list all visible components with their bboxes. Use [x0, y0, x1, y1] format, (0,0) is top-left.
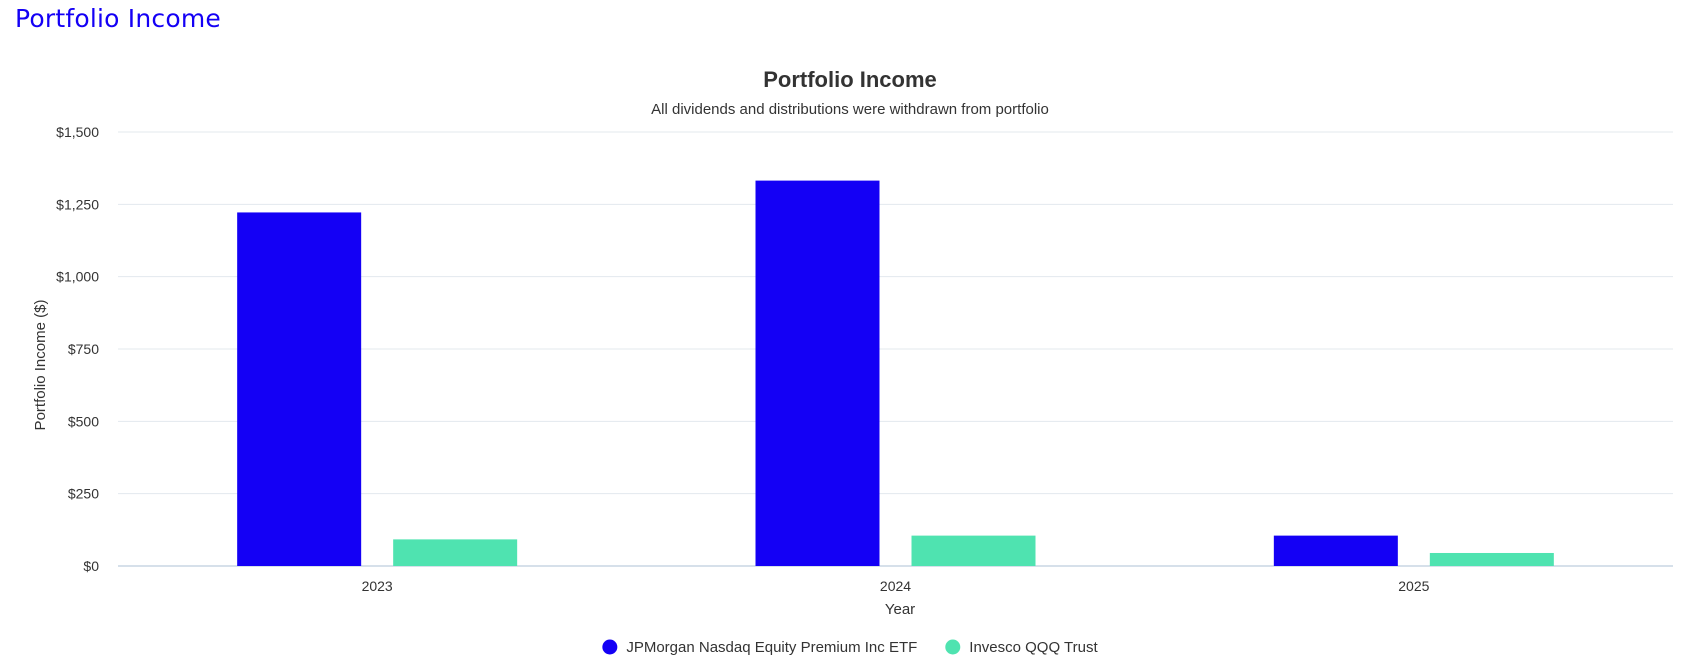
y-tick-label: $1,000 — [56, 269, 99, 285]
page-title: Portfolio Income — [15, 4, 221, 33]
chart-title: Portfolio Income — [763, 67, 937, 92]
bar-2024-series-2[interactable] — [911, 535, 1036, 566]
y-tick-label: $1,250 — [56, 196, 99, 212]
y-tick-label: $500 — [68, 413, 99, 429]
bar-2023-series-1[interactable] — [237, 212, 362, 566]
bars — [237, 180, 1554, 566]
legend-marker — [602, 639, 618, 655]
y-tick-label: $750 — [68, 341, 99, 357]
legend-marker — [945, 639, 961, 655]
y-tick-label: $250 — [68, 486, 99, 502]
bar-2025-series-2[interactable] — [1429, 552, 1554, 566]
legend-label: Invesco QQQ Trust — [969, 639, 1098, 656]
y-axis-title: Portfolio Income ($) — [32, 300, 49, 431]
x-tick-label: 2023 — [362, 578, 393, 594]
bar-2023-series-2[interactable] — [393, 539, 518, 566]
x-tick-label: 2024 — [880, 578, 911, 594]
y-axis-ticks: $0 $250 $500 $750 $1,000 $1,250 $1,500 — [56, 124, 99, 574]
y-tick-label: $0 — [83, 558, 99, 574]
legend: JPMorgan Nasdaq Equity Premium Inc ETF In… — [602, 639, 1098, 656]
x-axis-title: Year — [885, 601, 915, 618]
x-axis-ticks: 2023 2024 2025 — [362, 578, 1430, 594]
legend-item-series-1[interactable]: JPMorgan Nasdaq Equity Premium Inc ETF — [602, 639, 917, 656]
bar-2025-series-1[interactable] — [1273, 535, 1398, 566]
x-tick-label: 2025 — [1398, 578, 1429, 594]
y-tick-label: $1,500 — [56, 124, 99, 140]
legend-label: JPMorgan Nasdaq Equity Premium Inc ETF — [626, 639, 917, 656]
chart-subtitle: All dividends and distributions were wit… — [651, 101, 1049, 118]
gridlines — [118, 131, 1673, 567]
legend-item-series-2[interactable]: Invesco QQQ Trust — [945, 639, 1098, 656]
bar-2024-series-1[interactable] — [755, 180, 880, 566]
